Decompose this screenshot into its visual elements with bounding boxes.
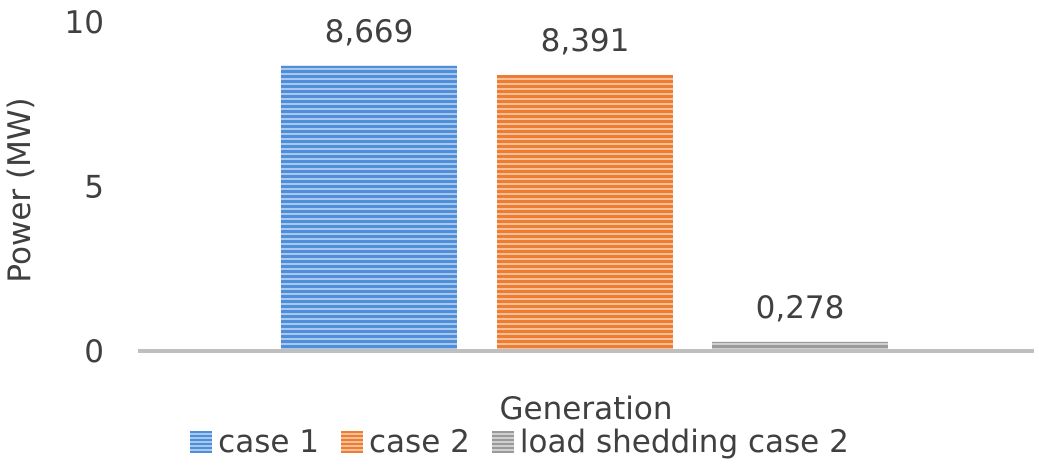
legend-label-case-2: case 2 [369, 424, 470, 460]
legend-item-case-2: case 2 [341, 424, 470, 460]
y-axis-ticks: 0 5 10 [65, 5, 104, 370]
data-label-load-shedding-case-2: 0,278 [756, 290, 845, 326]
x-axis-category-label: Generation [500, 391, 673, 427]
y-tick-label: 10 [65, 5, 104, 41]
legend: case 1 case 2 load shedding case 2 [0, 422, 1039, 462]
data-label-case-1: 8,669 [325, 14, 414, 50]
bar-case-1 [281, 65, 457, 351]
data-label-case-2: 8,391 [541, 23, 630, 59]
y-tick-label: 0 [84, 334, 104, 370]
legend-item-load-shedding-case-2: load shedding case 2 [491, 424, 849, 460]
data-labels: 8,669 8,391 0,278 [325, 14, 845, 326]
bars [281, 65, 888, 351]
legend-swatch-case-1 [190, 431, 213, 453]
y-tick-label: 5 [84, 170, 104, 206]
bar-case-2 [497, 74, 673, 351]
legend-item-case-1: case 1 [190, 424, 319, 460]
y-axis-title: Power (MW) [2, 97, 38, 282]
bar-load-shedding-case-2 [712, 341, 888, 351]
legend-swatch-case-2 [341, 431, 364, 453]
legend-label-load-shedding-case-2: load shedding case 2 [519, 424, 849, 460]
legend-label-case-1: case 1 [218, 424, 320, 460]
legend-swatch-load-shedding-case-2 [491, 431, 514, 453]
